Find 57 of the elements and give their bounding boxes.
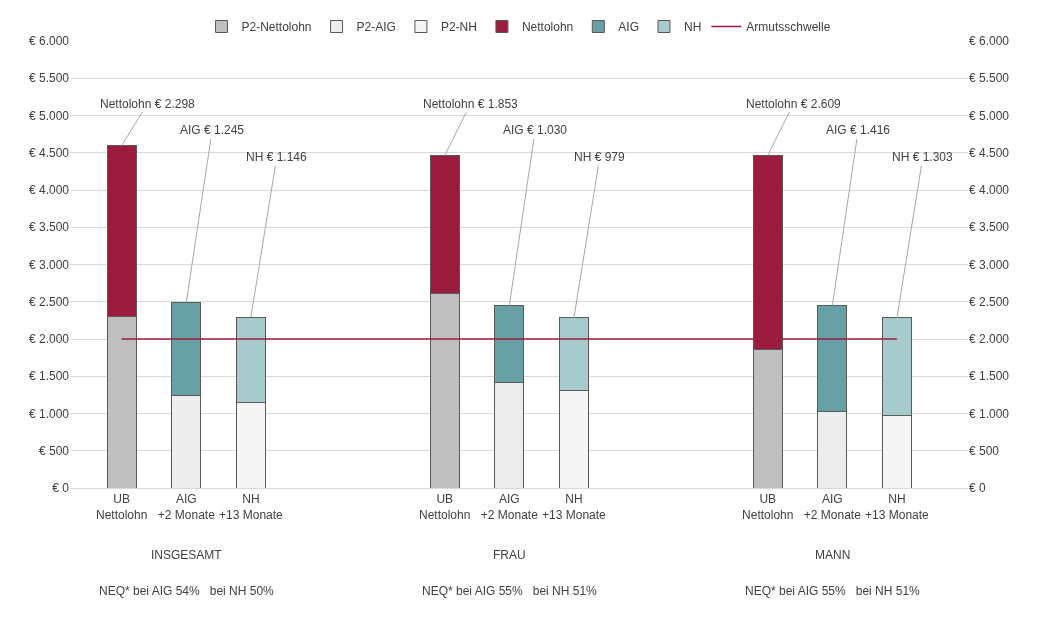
legend-label: P2-AIG <box>356 20 396 35</box>
legend-label: P2-NH <box>440 20 477 35</box>
text: NEQ* bei AIG 55% bei NH 51% <box>745 584 921 598</box>
legend-label: AIG <box>618 20 639 35</box>
legend-label: Nettolohn <box>521 20 574 35</box>
y2-tick-label: € 0 <box>969 481 987 496</box>
data-label: AIG € 1.030 <box>503 123 568 137</box>
x-tick-label: AIG +2 Monate <box>480 492 539 522</box>
data-label: Nettolohn € 2.609 <box>746 97 842 111</box>
data-label: AIG € 1.245 <box>180 123 245 137</box>
data-label: Nettolohn € 2.298 <box>100 97 196 111</box>
y-tick-label: € 500 <box>38 443 70 458</box>
y2-tick-label: € 3.000 <box>969 257 1010 272</box>
x-tick-label: UB Nettolohn <box>419 492 471 522</box>
data-label: NH € 1.146 <box>246 150 308 164</box>
y2-tick-label: € 4.500 <box>969 145 1010 160</box>
y-tick-label: € 5.500 <box>28 71 70 86</box>
y-tick-label: € 4.500 <box>28 145 70 160</box>
y-tick-label: € 1.000 <box>28 406 70 421</box>
y-tick-label: € 2.500 <box>28 294 70 309</box>
y-tick-label: € 1.500 <box>28 369 70 384</box>
legend-label: Armutsschwelle <box>746 20 831 35</box>
x-tick-label: UB Nettolohn <box>95 492 148 522</box>
x-tick-label: UB Nettolohn <box>742 492 794 522</box>
y2-tick-label: € 3.500 <box>969 220 1010 235</box>
data-label: NH € 979 <box>574 150 626 164</box>
x-tick-label: NH +13 Monate <box>865 492 930 522</box>
y2-tick-label: € 4.000 <box>969 183 1010 198</box>
y2-tick-label: € 500 <box>969 443 1000 458</box>
data-label: AIG € 1.416 <box>826 123 891 137</box>
y-tick-label: € 2.000 <box>28 332 70 347</box>
legend-label: NH <box>683 20 702 35</box>
text: NEQ* bei AIG 54% bei NH 50% <box>99 584 275 598</box>
y2-tick-label: € 6.000 <box>969 34 1010 49</box>
legend-label: P2-Nettolohn <box>241 20 312 35</box>
y2-tick-label: € 2.500 <box>969 294 1010 309</box>
x-tick-label: AIG +2 Monate <box>157 492 216 522</box>
data-label: Nettolohn € 1.853 <box>423 97 519 111</box>
y2-tick-label: € 5.500 <box>969 71 1010 86</box>
y-tick-label: € 6.000 <box>28 34 70 49</box>
x-tick-label: NH +13 Monate <box>219 492 284 522</box>
x-tick-label: AIG +2 Monate <box>803 492 862 522</box>
y2-tick-label: € 2.000 <box>969 332 1010 347</box>
text: FRAU <box>493 548 526 562</box>
text: MANN <box>815 548 851 562</box>
x-tick-label: NH +13 Monate <box>542 492 607 522</box>
y-tick-label: € 5.000 <box>28 108 70 123</box>
text: NEQ* bei AIG 55% bei NH 51% <box>422 584 598 598</box>
text: INSGESAMT <box>151 548 223 562</box>
y2-tick-label: € 1.500 <box>969 369 1010 384</box>
y-tick-label: € 3.000 <box>28 257 70 272</box>
data-label: NH € 1.303 <box>892 150 954 164</box>
y2-tick-label: € 5.000 <box>969 108 1010 123</box>
y-tick-label: € 4.000 <box>28 183 70 198</box>
y-tick-label: € 3.500 <box>28 220 70 235</box>
y2-tick-label: € 1.000 <box>969 406 1010 421</box>
y-tick-label: € 0 <box>52 481 70 496</box>
